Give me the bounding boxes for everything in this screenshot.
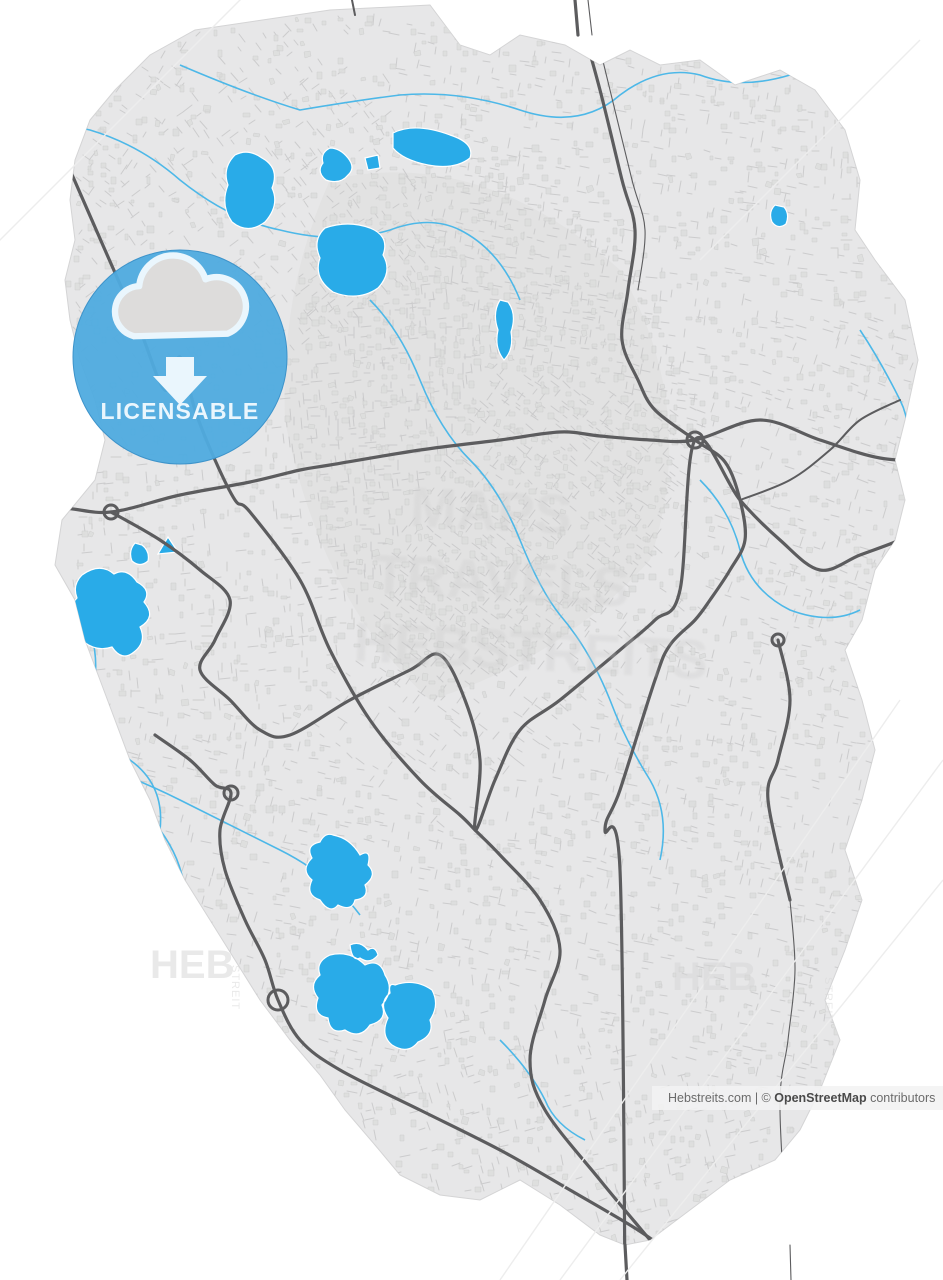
svg-text:STREIT: STREIT xyxy=(822,977,834,1022)
svg-text:STREIT: STREIT xyxy=(229,965,241,1010)
svg-text:HEB: HEB xyxy=(150,943,234,987)
svg-text:HEB: HEB xyxy=(672,955,756,999)
svg-text:MAPS: MAPS xyxy=(409,475,574,546)
svg-text:Hebstreits.com | © OpenStreetM: Hebstreits.com | © OpenStreetMap contrib… xyxy=(668,1091,935,1105)
svg-text:LICENSABLE: LICENSABLE xyxy=(101,398,260,424)
svg-text:TRAVELS: TRAVELS xyxy=(371,542,631,618)
